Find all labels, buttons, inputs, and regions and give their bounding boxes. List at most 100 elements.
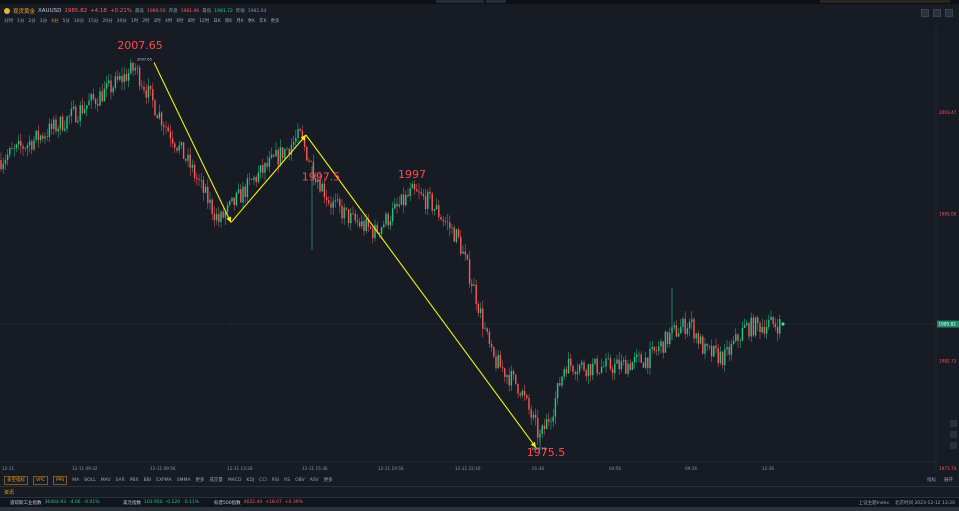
period-option[interactable]: 4时 [164, 19, 173, 24]
settings-icon[interactable] [933, 9, 941, 17]
indicator-option[interactable]: RSI [271, 477, 280, 483]
x-axis: 12-11 12-11 09:32 12-11 09:56 12-11 13:28 12… [0, 461, 936, 471]
indicator-option[interactable]: SAR [115, 477, 125, 483]
candle-body [526, 395, 528, 398]
wrench-icon[interactable] [949, 442, 957, 449]
indicator-option[interactable]: MA [72, 477, 80, 483]
price-annotation: 2007.65 [117, 39, 163, 52]
candle-body [748, 323, 750, 337]
indicator-option[interactable]: BBI [143, 477, 152, 483]
indicator-option[interactable]: OBV [295, 477, 305, 483]
period-option[interactable]: 5分 [62, 19, 70, 24]
status-right: 上证主题Index 北京时间 2023-12-12 13:20 [859, 500, 955, 506]
period-option[interactable]: 分时 [4, 19, 13, 24]
indicator-tag[interactable]: PPS [52, 475, 68, 485]
panel-title[interactable]: 资讯 [4, 490, 15, 496]
candle-body [677, 333, 680, 337]
period-option[interactable]: 8时 [187, 19, 196, 24]
candle-body [726, 346, 728, 350]
candle-body [70, 108, 73, 116]
indicator-tag[interactable]: VPC [33, 475, 48, 485]
instrument-symbol[interactable]: XAUUSD [38, 8, 62, 14]
indicator-option[interactable]: RS [284, 477, 291, 483]
indicator-option[interactable]: MAV [100, 477, 111, 483]
top-right-controls[interactable] [820, 0, 950, 3]
indicator-option[interactable]: 更多 [195, 478, 205, 483]
indicator-tag[interactable]: 多空指标 [4, 475, 28, 485]
period-option[interactable]: 10分 [73, 19, 85, 24]
period-option[interactable]: 更多 [270, 19, 280, 24]
period-option[interactable]: 1分 [17, 19, 25, 24]
period-option[interactable]: 1时 [130, 19, 139, 24]
current-price-tag [937, 320, 959, 328]
status-item[interactable]: 上证主题Index [858, 501, 890, 506]
period-option[interactable]: 2分 [28, 19, 36, 24]
period-option[interactable]: 15分 [88, 19, 99, 24]
candle-body [471, 283, 473, 287]
period-option[interactable]: 年K [259, 19, 267, 24]
top-tab[interactable] [486, 0, 506, 3]
candle-body [662, 341, 664, 353]
candle-body [15, 144, 18, 149]
period-option[interactable]: 季K [247, 19, 256, 24]
indicator-option[interactable]: 成交量 [209, 478, 223, 483]
fullscreen-icon[interactable] [945, 9, 953, 17]
market-index[interactable]: 美元指数 103.950 -0.120 -0.11% [123, 500, 199, 506]
indicator-option[interactable]: KDJ [246, 477, 255, 483]
status-item[interactable]: 北京时间 2023-12-12 13:20 [895, 501, 955, 506]
period-option[interactable]: 12时 [199, 19, 210, 24]
candle-body [68, 115, 70, 117]
period-option[interactable]: 日K [213, 19, 221, 24]
indicator-option[interactable]: 更多 [323, 478, 333, 483]
indicator-option[interactable]: PBX [129, 477, 139, 483]
period-option[interactable]: 3分 [39, 19, 48, 24]
indicator-option[interactable]: SMMA [176, 477, 191, 483]
period-option[interactable]: 月K [236, 19, 244, 24]
candle-body [746, 323, 748, 326]
candle-body [728, 346, 730, 355]
period-option[interactable]: 4分 [51, 19, 59, 24]
period-option[interactable]: 20分 [102, 19, 113, 24]
candle-body [306, 146, 308, 161]
price-annotation: 1975.5 [527, 446, 566, 459]
period-option[interactable]: 2时 [142, 19, 150, 24]
period-option[interactable]: 30分 [116, 19, 127, 24]
indicator-option[interactable]: MACD [227, 477, 242, 483]
y-axis: 2012.042003.471995.001982.731973.741985.… [0, 26, 959, 474]
candle-body [629, 363, 631, 370]
period-option[interactable]: 周K [224, 19, 233, 24]
market-index[interactable]: 道琼斯工业指数 36404.93 -4.06 -0.01% [10, 500, 100, 506]
candle-body [141, 85, 143, 87]
indicator-bar-action[interactable]: 展开 [944, 478, 953, 483]
candle-body [770, 316, 772, 321]
candle-body [343, 207, 345, 219]
draw-tool-icon[interactable] [921, 9, 929, 17]
indicator-option[interactable]: EXPMA [156, 477, 172, 483]
indicator-option[interactable]: ASV [309, 477, 319, 483]
period-option[interactable]: 6时 [176, 19, 184, 24]
candle-body [616, 359, 618, 364]
candle-body [394, 203, 396, 209]
candle-body [127, 73, 130, 81]
top-tab[interactable] [436, 0, 484, 3]
price-chart[interactable]: 2012.042003.471995.001982.731973.741985.… [0, 26, 959, 474]
candle-body [321, 183, 323, 192]
period-option[interactable]: 3时 [153, 19, 161, 24]
candle-body [178, 145, 180, 151]
instrument-name[interactable]: 现货黄金 [13, 9, 36, 15]
market-index[interactable]: 标普500指数 4622.44 +18.07 +0.39% [214, 500, 303, 506]
index-change: +18.07 [265, 500, 282, 505]
zoom-out-icon[interactable] [949, 431, 957, 438]
indicator-bar-action[interactable]: 指标 [927, 478, 936, 483]
candle-body [556, 383, 559, 399]
candle-body [570, 358, 572, 366]
indicator-option[interactable]: CCI [259, 477, 267, 483]
candle-body [361, 221, 363, 227]
indicator-option[interactable]: BOLL [84, 477, 96, 483]
candle-body [312, 161, 315, 179]
candle-body [295, 137, 297, 142]
candle-body [651, 346, 653, 349]
candle-body [55, 119, 57, 132]
candle-body [328, 200, 330, 204]
zoom-in-icon[interactable] [949, 420, 957, 427]
